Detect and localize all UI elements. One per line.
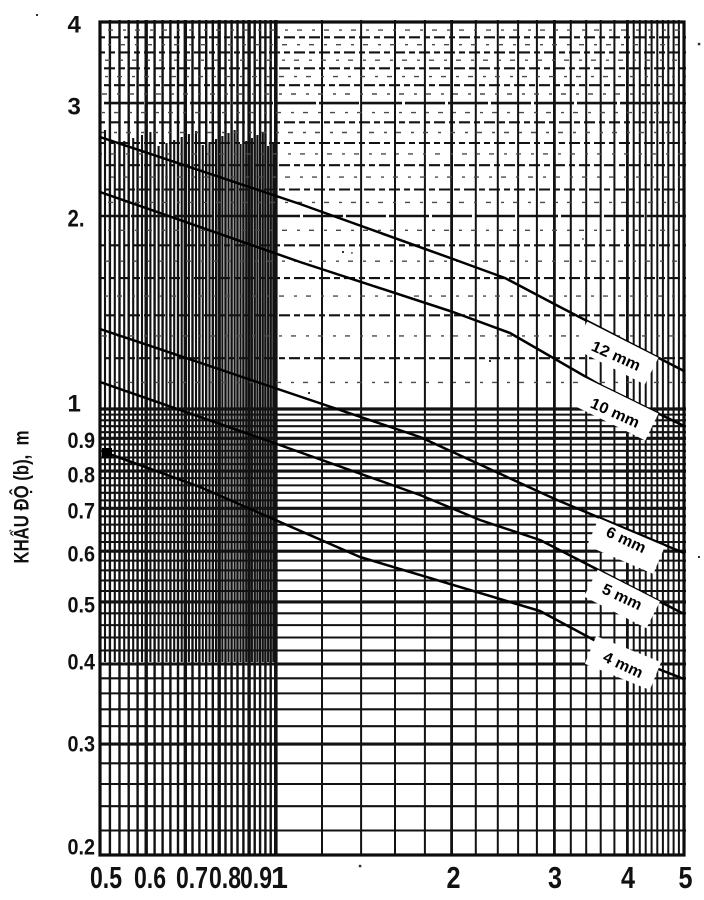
svg-text:0.8: 0.8: [68, 463, 96, 488]
svg-text:0.2: 0.2: [68, 835, 96, 860]
svg-text:4: 4: [68, 12, 82, 39]
svg-text:0.4: 0.4: [68, 650, 96, 675]
svg-text:1: 1: [68, 391, 81, 418]
svg-text:2.: 2.: [68, 206, 85, 233]
svg-text:0.9: 0.9: [68, 428, 96, 453]
svg-text:0.5: 0.5: [90, 861, 122, 895]
svg-text:KHẨU ĐỘ (b), m: KHẨU ĐỘ (b), m: [10, 431, 34, 564]
svg-text:0.7: 0.7: [176, 861, 208, 895]
svg-text:0.8: 0.8: [209, 861, 241, 895]
svg-text:0.7: 0.7: [68, 499, 96, 524]
svg-text:0.5: 0.5: [68, 593, 96, 618]
svg-text:3: 3: [548, 861, 562, 895]
svg-text:0.6: 0.6: [134, 861, 166, 895]
svg-text:2: 2: [447, 861, 461, 895]
svg-text:1: 1: [271, 861, 288, 895]
svg-text:4: 4: [621, 861, 635, 895]
svg-text:0.3: 0.3: [68, 732, 96, 757]
svg-text:0.6: 0.6: [68, 542, 96, 567]
svg-text:3: 3: [68, 94, 81, 121]
svg-text:0.9: 0.9: [240, 861, 272, 895]
svg-text:5: 5: [679, 861, 693, 895]
